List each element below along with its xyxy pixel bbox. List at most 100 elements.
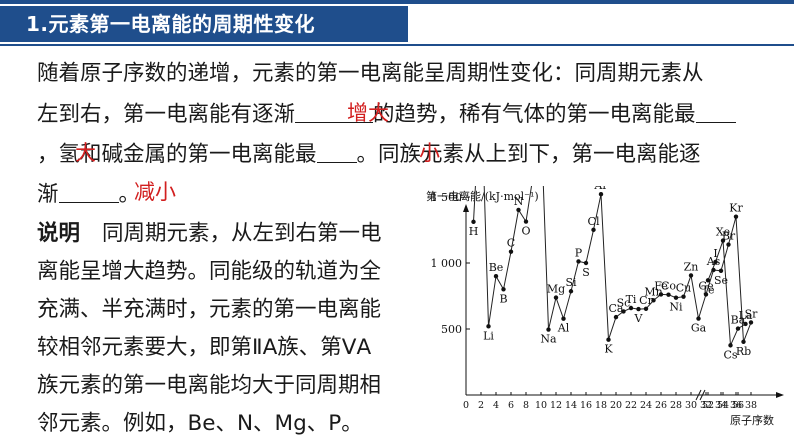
data-point-p: [576, 259, 581, 264]
point-label-cs: Cs: [723, 348, 737, 361]
y-axis-arrow: [463, 204, 469, 212]
paragraph-line-4: 渐。: [37, 180, 777, 209]
note-line-5: 族元素的第一电离能均大于同周期相: [37, 372, 417, 400]
data-point-sr: [748, 320, 754, 325]
data-point-o: [523, 219, 529, 224]
axis-break-mark: [699, 389, 706, 401]
point-label-ge: Ge: [698, 279, 713, 292]
data-point-v: [636, 306, 641, 312]
point-label-ga: Ga: [691, 322, 707, 335]
x-tick-label: 4: [493, 400, 499, 411]
point-label-s: S: [582, 266, 590, 279]
data-point-ar: [598, 192, 604, 197]
data-point-i: [713, 259, 718, 265]
x-tick-label: 52: [702, 400, 714, 411]
note-line-3: 充满、半充满时，元素的第一电离能: [37, 296, 417, 324]
x-tick-label: 34: [715, 400, 727, 411]
note-text: 充满、半充满时，元素的第一电离能: [37, 297, 382, 322]
point-label-si: Si: [565, 276, 577, 289]
data-point-cl: [591, 227, 596, 233]
point-label-c: C: [507, 237, 515, 250]
point-label-v: V: [634, 312, 644, 325]
data-point-na: [546, 327, 551, 332]
data-point-xe: [720, 238, 726, 243]
paragraph-line-2: 左到右，第一电离能有逐渐 的趋势，稀有气体的第一电离能最: [37, 100, 777, 129]
answer-3: 小: [419, 141, 440, 165]
point-label-co: Co: [661, 280, 676, 293]
point-label-p: P: [575, 246, 583, 259]
point-label-sc: Sc: [617, 296, 631, 309]
point-label-na: Na: [540, 333, 557, 346]
chart-y-label: 第一电离能/(kJ·mol⁻¹): [426, 189, 539, 203]
point-label-br: Br: [722, 230, 736, 243]
note-text: 族元素的第一电离能均大于同周期相: [37, 373, 382, 398]
point-label-te: Te: [702, 283, 715, 296]
answer-2: 大: [75, 141, 96, 165]
note-text: 邻元素。例如，Be、N、Mg、P。: [37, 411, 363, 436]
data-point-k: [606, 337, 611, 342]
point-label-cl: Cl: [588, 215, 600, 228]
note-line-1: 说明 同周期元素，从左到右第一电: [37, 220, 417, 248]
x-tick-label: 20: [610, 400, 622, 411]
answer-4: 减小: [134, 180, 176, 204]
data-point-h: [471, 219, 476, 225]
data-point-te: [705, 278, 711, 283]
paragraph-text: 随着原子序数的递增，元素的第一电离能呈周期性变化：同周期元素从: [37, 61, 704, 86]
paragraph-text: ，氢和碱金属的第一电离能最: [37, 142, 317, 167]
point-label-sr: Sr: [745, 307, 759, 320]
x-axis-arrow: [776, 392, 784, 398]
data-point-rb: [741, 339, 746, 345]
blank-2[interactable]: [695, 100, 736, 123]
blank-1[interactable]: [295, 100, 374, 123]
blank-3[interactable]: [316, 140, 357, 163]
x-tick-label: 14: [565, 400, 577, 411]
x-tick-label: 6: [508, 400, 514, 411]
point-label-xe: Xe: [716, 226, 730, 239]
paragraph-text: 的趋势，稀有气体的第一电离能最: [373, 102, 696, 127]
data-point-ga: [696, 316, 701, 321]
paragraph-text: 左到右，第一电离能有逐渐: [37, 102, 296, 127]
data-point-mn: [651, 298, 656, 303]
data-point-se: [718, 268, 724, 273]
point-label-se: Se: [714, 274, 728, 287]
point-label-k: K: [604, 343, 613, 356]
point-label-fe: Fe: [654, 279, 668, 292]
data-point-zn: [688, 273, 694, 278]
note-text: 同周期元素，从左到右第一电: [102, 221, 382, 246]
point-label-rb: Rb: [736, 345, 751, 358]
point-label-h: H: [469, 225, 479, 238]
y-tick-label: 500: [441, 323, 462, 336]
x-tick-label: 18: [595, 400, 607, 411]
data-point-fe: [658, 292, 664, 297]
blank-4[interactable]: [58, 180, 119, 203]
x-tick-label: 10: [535, 400, 547, 411]
paragraph-text: 。: [118, 182, 141, 207]
point-label-cr: Cr: [639, 294, 653, 307]
point-label-as: As: [706, 255, 721, 268]
point-label-ti: Ti: [626, 293, 637, 306]
y-tick-label: 1 000: [431, 257, 463, 270]
paragraph-line-3: ，氢和碱金属的第一电离能最 。同族元素从上到下，第一电离能逐: [37, 140, 777, 169]
x-tick-label: 38: [745, 400, 757, 411]
data-point-sc: [621, 309, 626, 314]
paragraph-line-1: 随着原子序数的递增，元素的第一电离能呈周期性变化：同周期元素从: [37, 60, 777, 88]
point-label-be: Be: [489, 261, 504, 274]
data-point-b: [501, 287, 506, 292]
chart-x-label: 原子序数: [730, 413, 774, 427]
data-point-ge: [703, 292, 709, 297]
point-label-mn: Mn: [644, 285, 662, 298]
data-point-cu: [681, 294, 686, 299]
x-tick-label: 32: [700, 400, 712, 411]
answer-1: 增大: [347, 101, 389, 125]
point-label-li: Li: [483, 329, 494, 342]
data-point-n: [516, 207, 521, 213]
data-point-si: [568, 289, 574, 294]
note-line-6: 邻元素。例如，Be、N、Mg、P。: [37, 410, 417, 438]
note-text: 较相邻元素要大，即第ⅡA族、第ⅤA: [37, 335, 372, 360]
x-tick-label: 36: [730, 400, 742, 411]
x-tick-label: 8: [523, 400, 529, 411]
data-point-br: [726, 242, 731, 247]
point-label-la: La: [739, 309, 753, 322]
data-point-kr: [733, 214, 739, 219]
